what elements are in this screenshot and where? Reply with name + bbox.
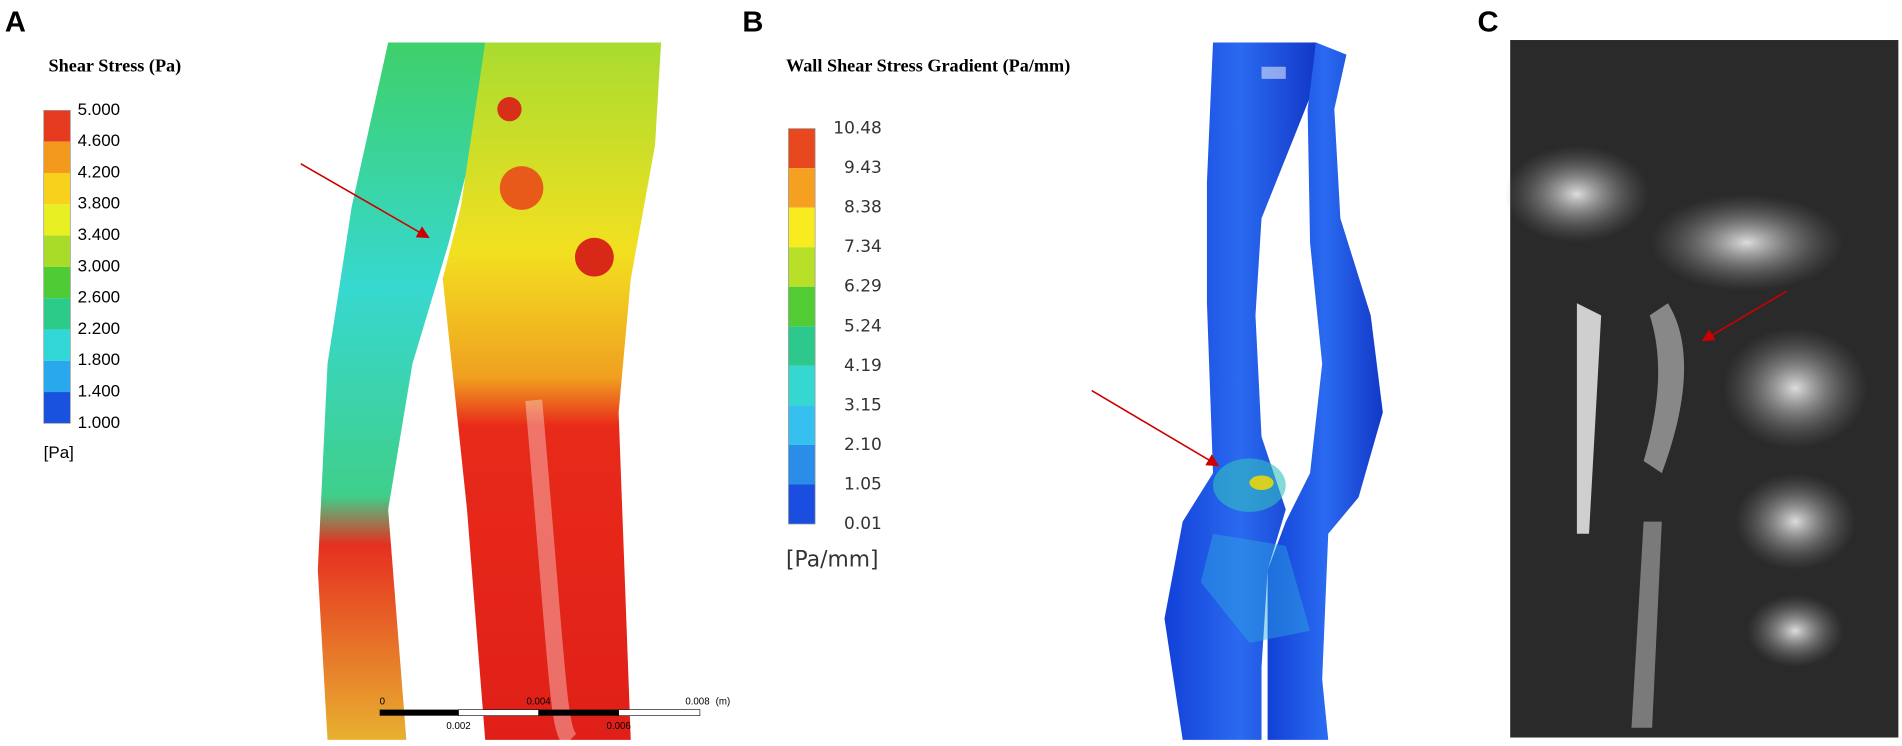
colorbar-segment [43, 141, 71, 173]
colorbar-segment [788, 365, 816, 406]
colorbar-segment [788, 207, 816, 248]
colorbar-segment [788, 168, 816, 208]
arrow [1701, 290, 1788, 342]
legend-tick-label: 4.200 [78, 162, 120, 181]
legend-tick-label: 8.38 [844, 198, 882, 218]
colorbar-segment [788, 405, 816, 445]
legend-tick-label: 1.800 [78, 350, 120, 369]
panel-label: A [5, 7, 26, 39]
colorbar-segment [43, 329, 71, 361]
legend-tick-label: 1.05 [844, 474, 882, 494]
scale-bar: 0 0.002 0.004 0.006 0.008 [379, 697, 710, 732]
legend-tick-label: 2.600 [78, 288, 120, 307]
scale-label: 0.002 [446, 721, 470, 732]
legend-tick-label: 1.400 [78, 382, 120, 401]
legend-unit: [Pa/mm] [786, 547, 878, 572]
colorbar-segment [43, 235, 71, 267]
colorbar-segment [788, 484, 816, 525]
colorbar-segment [43, 266, 71, 299]
legend-tick-label: 2.10 [844, 435, 882, 455]
arrow [1091, 389, 1220, 467]
colorbar-segment [788, 326, 816, 366]
legend-unit: [Pa] [44, 443, 74, 462]
colorbar: 10.48 9.43 8.38 7.34 6.29 5.24 4.19 3.15 2.10 1.0… [788, 119, 882, 534]
legend-tick-label: 1.000 [78, 413, 120, 432]
scale-unit: (m) [716, 697, 731, 708]
colorbar-segment [43, 392, 71, 424]
legend-title: Wall Shear Stress Gradient (Pa/mm) [786, 56, 1070, 77]
legend-tick-label: 0.01 [844, 514, 882, 534]
colorbar-segment [43, 110, 71, 142]
legend-title: Shear Stress (Pa) [49, 56, 182, 77]
colorbar-segment [788, 128, 816, 169]
legend-tick-label: 4.19 [844, 356, 882, 376]
legend-tick-label: 7.34 [844, 237, 882, 257]
colorbar-segment [43, 298, 71, 330]
legend-tick-label: 3.800 [78, 194, 120, 213]
vessel-a [317, 42, 662, 746]
legend-tick-label: 2.200 [78, 319, 120, 338]
legend-tick-label: 3.400 [78, 225, 120, 244]
legend-tick-label: 3.000 [78, 256, 120, 275]
colorbar-frame [43, 110, 71, 424]
legend-tick-label: 9.43 [844, 158, 882, 178]
legend-tick-label: 5.24 [844, 316, 882, 336]
arrow [300, 163, 430, 239]
colorbar-frame [788, 128, 816, 525]
scale-label: 0.004 [526, 697, 551, 708]
ct-image [1504, 40, 1899, 738]
scale-label: 0 [380, 697, 386, 708]
legend-tick-label: 10.48 [833, 119, 882, 139]
scale-label: 0.008 [685, 697, 709, 708]
panel-label: C [1477, 7, 1498, 39]
legend-tick-label: 6.29 [844, 277, 882, 297]
colorbar: 5.000 4.600 4.200 3.800 3.400 3.000 2.600 2.200… [43, 100, 120, 432]
colorbar-segment [788, 444, 816, 485]
scale-label: 0.006 [607, 721, 631, 732]
colorbar-segment [43, 172, 71, 205]
colorbar-segment [788, 247, 816, 287]
legend-tick-label: 3.15 [844, 395, 882, 415]
colorbar-segment [788, 286, 816, 327]
legend-tick-label: 5.000 [78, 100, 120, 119]
vessel-b [1164, 42, 1383, 740]
panel-label: B [742, 7, 763, 39]
colorbar-segment [43, 360, 71, 393]
legend-tick-label: 4.600 [78, 131, 120, 150]
colorbar-segment [43, 204, 71, 236]
